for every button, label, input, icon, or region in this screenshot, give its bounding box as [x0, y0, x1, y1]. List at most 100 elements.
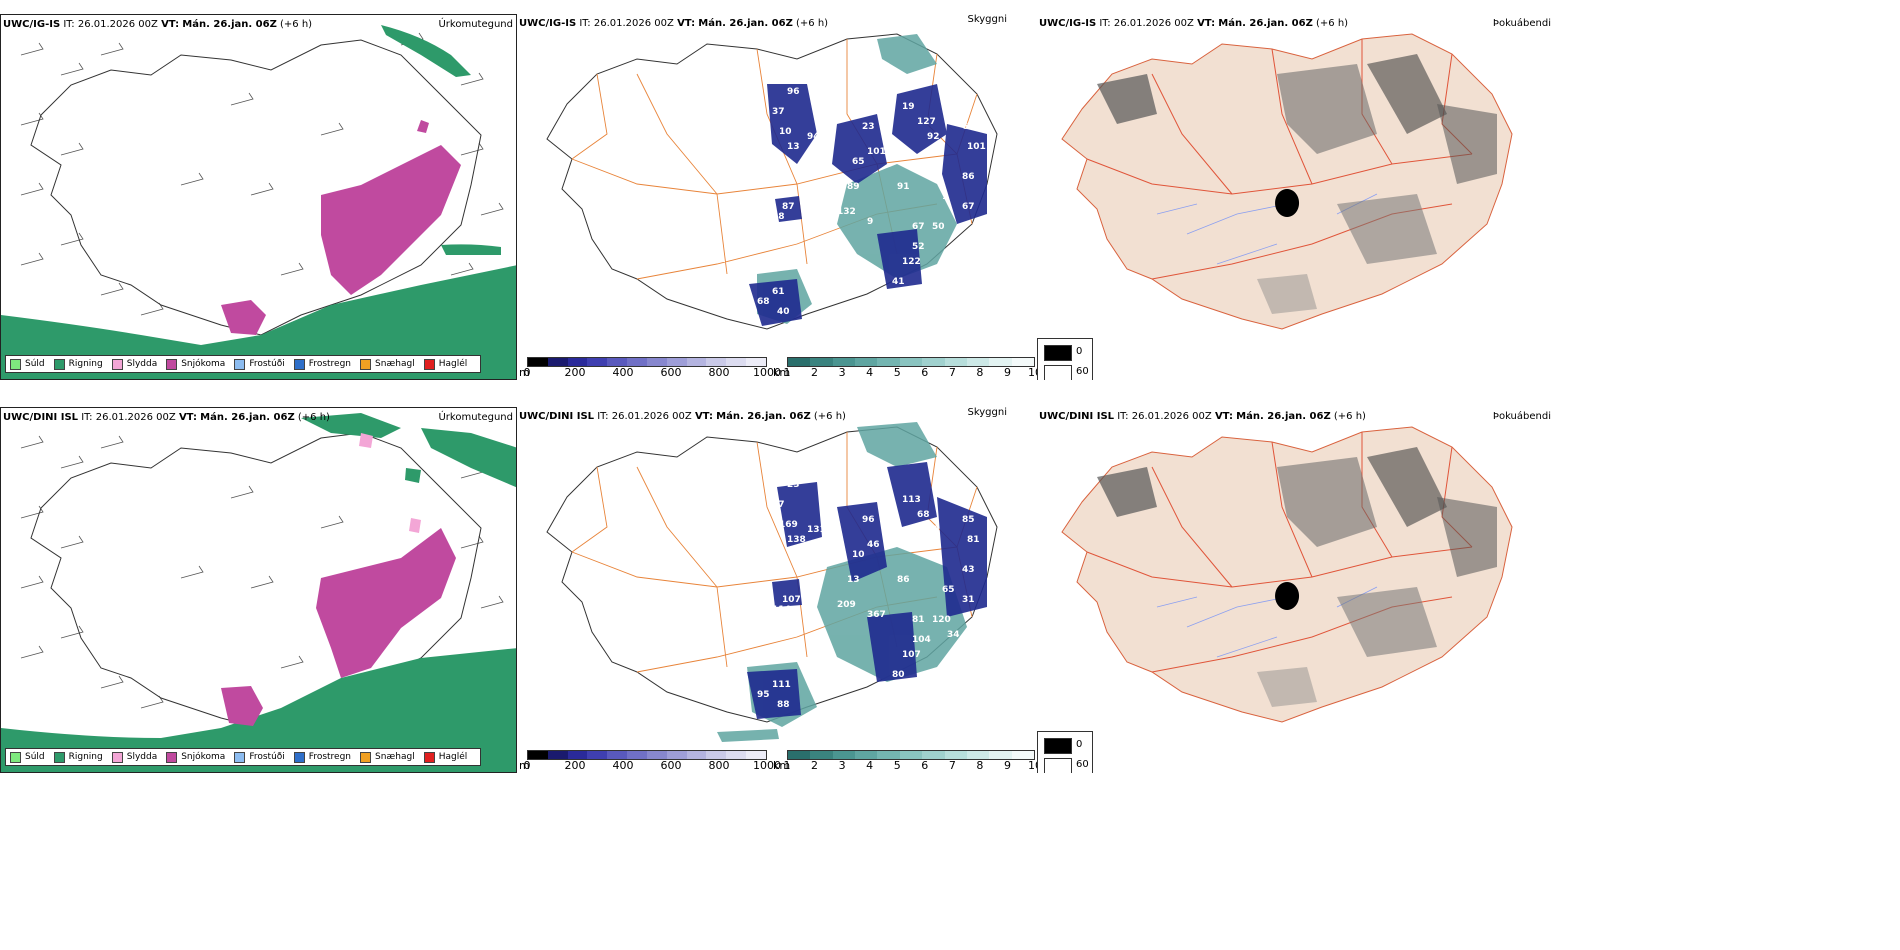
colorbar-segment — [567, 358, 588, 366]
panel-header: UWC/DINI ISL IT: 26.01.2026 00Z VT: Mán.… — [3, 412, 330, 423]
ceiling-value-label: 94 — [807, 132, 820, 142]
colorbar-segment — [746, 358, 766, 366]
colorbar-segment — [810, 358, 833, 366]
colorbar-segment — [607, 751, 628, 759]
fog-key-black-swatch — [1044, 345, 1072, 361]
colorbar-tick-label: 800 — [708, 759, 730, 772]
legend-item: Snjókoma — [166, 358, 226, 370]
ceiling-value-label: 88 — [777, 700, 790, 710]
ceiling-value-label: 10 — [779, 127, 792, 137]
colorbar-tick-label: 600 — [660, 759, 682, 772]
legend-label: Haglél — [438, 359, 468, 369]
low-ceiling-areas — [747, 462, 987, 719]
ceiling-value-label: 100 — [817, 540, 836, 550]
ceiling-value-label: 34 — [947, 630, 960, 640]
colorbar-tick-label: 2 — [811, 759, 819, 772]
freezing-rain-swatch — [293, 751, 305, 763]
valid-time: Mán. 26.jan. 06Z — [1218, 18, 1313, 29]
colorbar-tick-label: 1 — [783, 366, 791, 379]
legend-item: Slydda — [111, 751, 157, 763]
precip-map-canvas — [1, 25, 516, 379]
ceiling-value-label: 138 — [787, 535, 806, 545]
valid-label: VT: — [1197, 18, 1216, 29]
iceland-outline — [30, 39, 482, 336]
valid-label: VT: — [161, 19, 180, 30]
snow-areas — [221, 120, 461, 335]
field-name-visibility: Skyggni — [967, 407, 1007, 418]
colorbar-tick-label: 7 — [948, 759, 956, 772]
colorbar-segment — [922, 751, 945, 759]
colorbar-segment — [686, 751, 707, 759]
legend-label: Haglél — [438, 752, 468, 762]
model-name: UWC/DINI ISL — [3, 412, 79, 423]
init-time: 26.01.2026 00Z — [77, 19, 158, 30]
fog-key-black-swatch — [1044, 738, 1072, 754]
init-time: 26.01.2026 00Z — [593, 18, 674, 29]
legend-label: Snæhagl — [375, 359, 415, 369]
ceiling-value-label: 92 — [927, 132, 940, 142]
panel-header: UWC/DINI ISL IT: 26.01.2026 00Z VT: Mán.… — [1039, 411, 1366, 422]
ceiling-value-label: 13 — [847, 575, 860, 585]
sleet-swatch — [111, 358, 123, 370]
ceiling-value-label: 41 — [892, 277, 905, 287]
ceiling-value-label: 131 — [807, 525, 826, 535]
legend-label: Frostúði — [249, 752, 285, 762]
legend-item: Súld — [10, 751, 45, 763]
ceiling-value-label: 49 — [927, 525, 940, 535]
ceiling-value-label: 169 — [779, 520, 798, 530]
fog-map-top: Þokuábendi UWC/IG-IS IT: 26.01.2026 00Z … — [1037, 14, 1559, 380]
rain-areas — [1, 413, 516, 772]
precip-type-legend: Súld Rigning Slydda Snjókoma Frostúði Fr… — [5, 748, 482, 766]
colorbar-segment — [706, 751, 727, 759]
colorbar-segment — [587, 358, 608, 366]
colorbar-segment — [567, 751, 588, 759]
colorbar-segment — [547, 358, 568, 366]
ceiling-ticks: 0 200 400 600 800 1000 — [524, 759, 782, 773]
ceiling-value-label: 122 — [902, 257, 921, 267]
visibility-colorbar — [787, 750, 1035, 760]
legend-label: Rigning — [68, 752, 103, 762]
ceiling-value-label: 81 — [967, 535, 980, 545]
colorbar-segment — [922, 358, 945, 366]
colorbar-segment — [877, 751, 900, 759]
colorbar-segment — [627, 358, 647, 366]
ceiling-value-label: 87 — [782, 202, 795, 212]
fog-key-white-swatch — [1044, 365, 1072, 380]
ceiling-unit: m — [519, 366, 530, 379]
legend-label: Frostregn — [308, 359, 352, 369]
colorbar-tick-label: 200 — [564, 759, 586, 772]
valid-time: Mán. 26.jan. 06Z — [200, 412, 295, 423]
ceiling-colorbar — [527, 357, 767, 367]
low-ceiling-areas — [749, 84, 987, 326]
ceiling-value-label: 63 — [962, 122, 975, 132]
fog-map-canvas — [1061, 426, 1513, 723]
rain-areas — [1, 25, 516, 379]
ceiling-value-label: 23 — [862, 122, 875, 132]
legend-label: Snjókoma — [181, 359, 226, 369]
colorbar-segment — [832, 751, 856, 759]
ceiling-value-label: 13 — [787, 142, 800, 152]
ceiling-value-label: 1 — [942, 192, 948, 202]
colorbar-segment — [587, 751, 608, 759]
lead-time: (+6 h) — [796, 18, 829, 29]
lead-time: (+6 h) — [1316, 18, 1349, 29]
init-time: 26.01.2026 00Z — [611, 411, 692, 422]
model-name: UWC/DINI ISL — [1039, 411, 1115, 422]
panel-header: UWC/IG-IS IT: 26.01.2026 00Z VT: Mán. 26… — [3, 19, 312, 30]
init-time: 26.01.2026 00Z — [1131, 411, 1212, 422]
colorbar-segment — [899, 358, 923, 366]
legend-label: Súld — [25, 359, 45, 369]
init-label: IT: — [1099, 18, 1111, 29]
legend-label: Frostregn — [308, 752, 352, 762]
ceiling-value-label: 101 — [867, 147, 886, 157]
colorbar-tick-label: 400 — [612, 759, 634, 772]
model-name: UWC/DINI ISL — [519, 411, 595, 422]
visibility-ticks: 1 2 3 4 5 6 7 8 9 10 — [784, 759, 1038, 773]
fog-key-black-value: 0 — [1076, 739, 1083, 750]
legend-item: Slydda — [111, 358, 157, 370]
fog-index-key: 0 60 — [1037, 338, 1093, 380]
model-name: UWC/IG-IS — [519, 18, 577, 29]
legend-item: Frostregn — [293, 358, 352, 370]
ceiling-value-label: 86 — [897, 575, 910, 585]
ceiling-ticks: 0 200 400 600 800 1000 — [524, 366, 782, 380]
